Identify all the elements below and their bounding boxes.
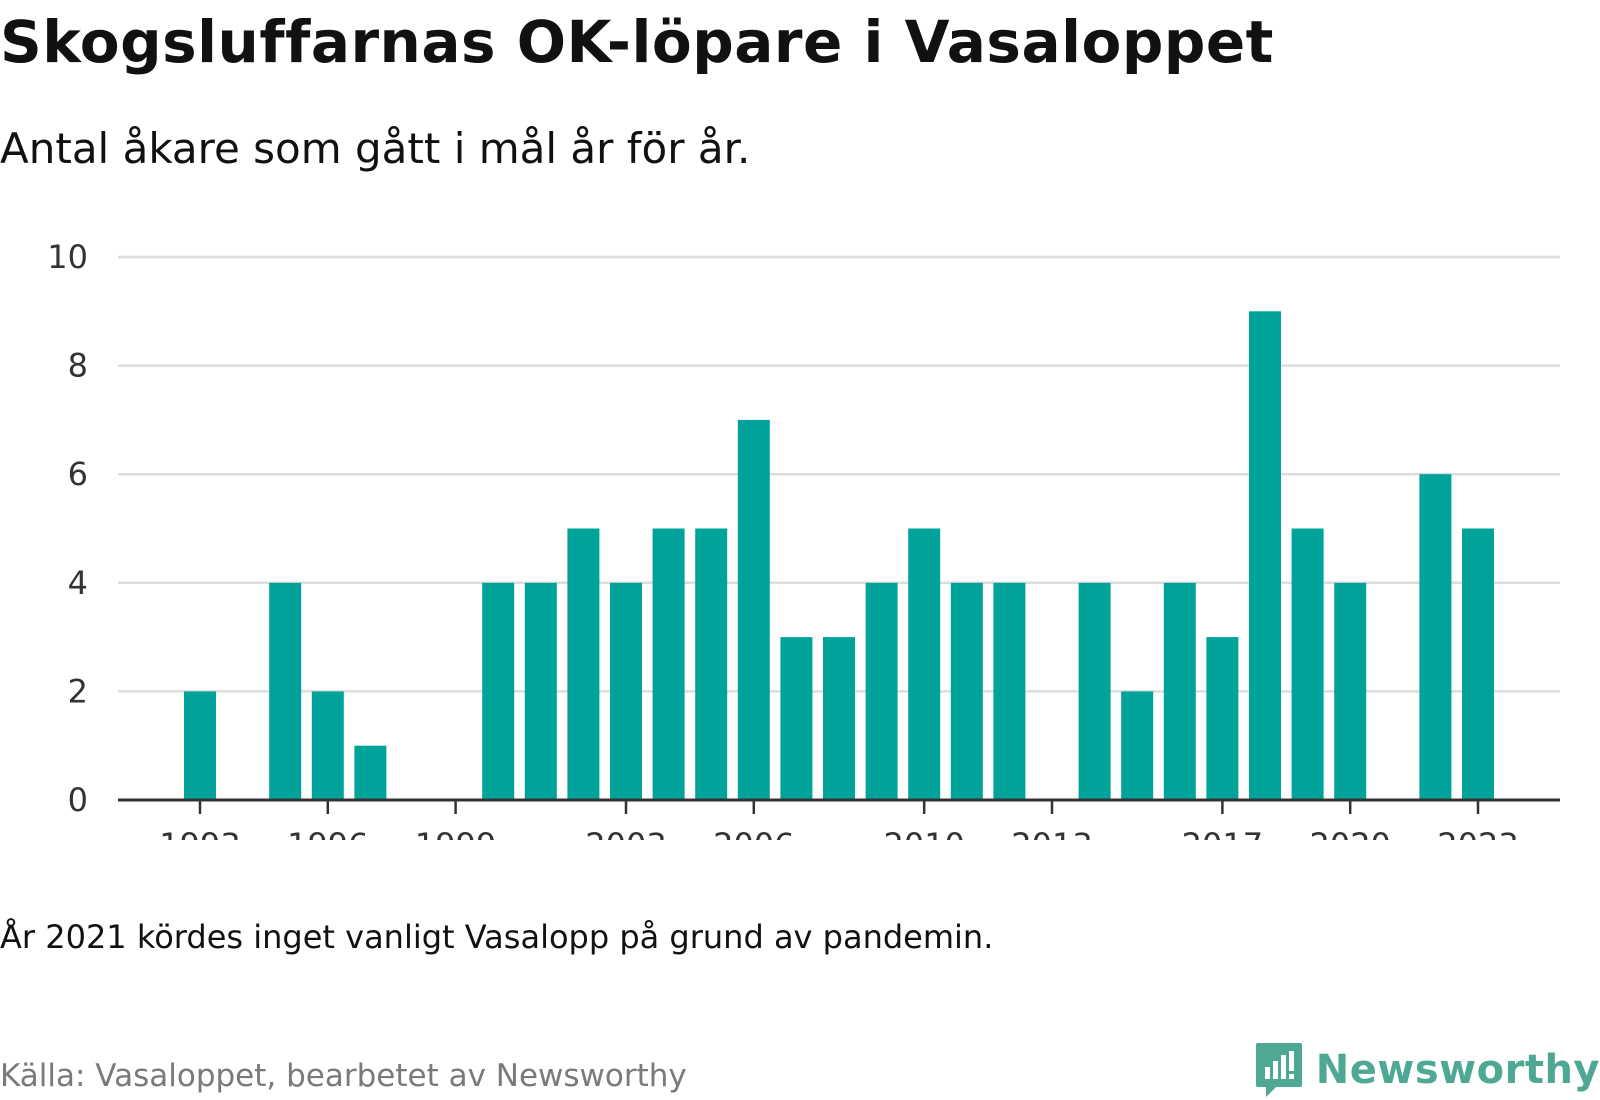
x-tick-label-2017: 2017 <box>1182 826 1263 840</box>
bar-2001 <box>524 582 557 800</box>
bar-2015 <box>1121 691 1154 800</box>
source-text: Källa: Vasaloppet, bearbetet av Newswort… <box>0 1058 687 1094</box>
bar-1995 <box>269 582 302 800</box>
bar-2019 <box>1291 528 1324 800</box>
footnote: År 2021 kördes inget vanligt Vasalopp på… <box>0 918 994 956</box>
x-tick-label-2023: 2023 <box>1437 826 1518 840</box>
bar-2022 <box>1419 474 1452 800</box>
bar-1993 <box>184 691 216 800</box>
x-tick-label-2006: 2006 <box>713 826 794 840</box>
y-tick-label-4: 4 <box>68 564 88 602</box>
y-tick-label-10: 10 <box>47 238 88 276</box>
bar-2016 <box>1163 582 1196 800</box>
y-tick-label-2: 2 <box>68 672 88 710</box>
bar-2023 <box>1462 528 1494 800</box>
bar-2002 <box>567 528 600 800</box>
y-tick-label-0: 0 <box>68 781 88 819</box>
bar-2003 <box>610 582 642 800</box>
bar-1997 <box>354 745 387 800</box>
bar-2012 <box>993 582 1026 800</box>
bar-1996 <box>311 691 344 800</box>
bar-2018 <box>1249 311 1281 800</box>
x-tick-label-2013: 2013 <box>1011 826 1092 840</box>
bar-2020 <box>1334 582 1367 800</box>
chart-subtitle: Antal åkare som gått i mål år för år. <box>0 124 751 173</box>
bar-2009 <box>865 582 898 800</box>
bar-2014 <box>1078 582 1111 800</box>
bar-2011 <box>950 582 983 800</box>
bar-2006 <box>737 419 770 800</box>
chart-title: Skogsluffarnas OK-löpare i Vasaloppet <box>0 8 1274 76</box>
axes: 0 2 4 6 8 10 1993 1996 1999 2003 2006 2010 2013 2017 2… <box>47 238 1560 840</box>
x-tick-label-1999: 1999 <box>415 826 496 840</box>
bar-2017 <box>1206 637 1239 800</box>
x-tick-label-2003: 2003 <box>585 826 666 840</box>
newsworthy-chart-icon <box>1255 1043 1302 1097</box>
x-tick-label-1996: 1996 <box>287 826 368 840</box>
brand-logo: Newsworthy <box>1254 1040 1600 1100</box>
bars <box>184 311 1494 800</box>
bar-2010 <box>908 528 941 800</box>
x-tick-label-2010: 2010 <box>883 826 964 840</box>
bar-2008 <box>823 637 855 800</box>
bar-2007 <box>780 637 813 800</box>
y-tick-label-6: 6 <box>68 455 88 493</box>
bar-chart: 0 2 4 6 8 10 1993 1996 1999 2003 2006 2010 2013 2017 2… <box>47 238 1560 840</box>
x-tick-label-2020: 2020 <box>1309 826 1390 840</box>
brand-name: Newsworthy <box>1315 1047 1600 1093</box>
bar-2005 <box>695 528 728 800</box>
x-tick-label-1993: 1993 <box>159 826 240 840</box>
bar-2000 <box>482 582 515 800</box>
bar-2004 <box>652 528 685 800</box>
y-tick-label-8: 8 <box>68 347 88 385</box>
